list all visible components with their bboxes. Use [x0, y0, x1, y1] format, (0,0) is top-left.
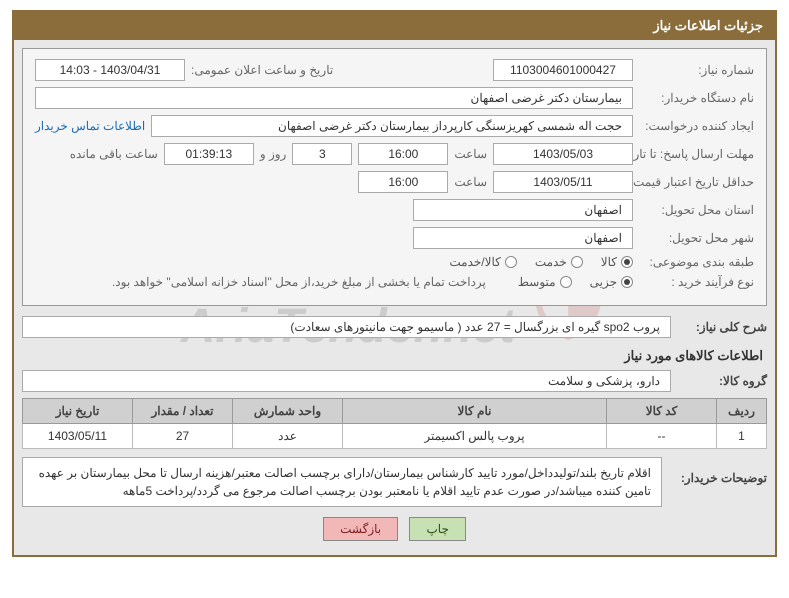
buyer-notes-value: اقلام تاریخ بلند/تولیدداخل/مورد تایید کا…: [22, 457, 662, 507]
remaining-suffix: ساعت باقی مانده: [70, 147, 158, 161]
category-label: طبقه بندی موضوعی:: [639, 255, 754, 269]
deadline-date: 1403/05/03: [493, 143, 633, 165]
radio-partial-label: جزیی: [590, 275, 617, 289]
buyer-notes-label: توضیحات خریدار:: [672, 457, 767, 485]
city-value: اصفهان: [413, 227, 633, 249]
days-value: 3: [292, 143, 352, 165]
cell-name: پروب پالس اکسیمتر: [343, 424, 607, 449]
province-label: استان محل تحویل:: [639, 203, 754, 217]
city-label: شهر محل تحویل:: [639, 231, 754, 245]
cell-qty: 27: [133, 424, 233, 449]
validity-time: 16:00: [358, 171, 448, 193]
summary-value: پروب spo2 گیره ای بزرگسال = 27 عدد ( ماس…: [22, 316, 671, 338]
announce-label: تاریخ و ساعت اعلان عمومی:: [191, 63, 333, 77]
process-label: نوع فرآیند خرید :: [639, 275, 754, 289]
cell-date: 1403/05/11: [23, 424, 133, 449]
action-bar: چاپ بازگشت: [22, 507, 767, 547]
radio-medium[interactable]: [560, 276, 572, 288]
print-button[interactable]: چاپ: [409, 517, 465, 541]
province-value: اصفهان: [413, 199, 633, 221]
time-label-2: ساعت: [454, 175, 487, 189]
group-value: دارو، پزشکی و سلامت: [22, 370, 671, 392]
requester-label: ایجاد کننده درخواست:: [639, 119, 754, 133]
need-number-value: 1103004601000427: [493, 59, 633, 81]
announce-value: 1403/04/31 - 14:03: [35, 59, 185, 81]
need-number-label: شماره نیاز:: [639, 63, 754, 77]
requester-value: حجت اله شمسی کهریزسنگی کارپرداز بیمارستا…: [151, 115, 633, 137]
details-panel: AriaTender.net جزئیات اطلاعات نیاز شماره…: [12, 10, 777, 557]
cell-code: --: [607, 424, 717, 449]
category-radios: کالا خدمت کالا/خدمت: [449, 255, 633, 269]
radio-both-label: کالا/خدمت: [449, 255, 500, 269]
radio-service-label: خدمت: [535, 255, 567, 269]
deadline-time: 16:00: [358, 143, 448, 165]
cell-row: 1: [717, 424, 767, 449]
time-label-1: ساعت: [454, 147, 487, 161]
table-header-row: ردیف کد کالا نام کالا واحد شمارش تعداد /…: [23, 399, 767, 424]
days-suffix: روز و: [260, 147, 287, 161]
col-code: کد کالا: [607, 399, 717, 424]
countdown-value: 01:39:13: [164, 143, 254, 165]
validity-date: 1403/05/11: [493, 171, 633, 193]
table-row: 1 -- پروب پالس اکسیمتر عدد 27 1403/05/11: [23, 424, 767, 449]
col-date: تاریخ نیاز: [23, 399, 133, 424]
group-label: گروه کالا:: [677, 374, 767, 388]
buyer-contact-link[interactable]: اطلاعات تماس خریدار: [35, 119, 145, 133]
items-table: ردیف کد کالا نام کالا واحد شمارش تعداد /…: [22, 398, 767, 449]
buyer-org-label: نام دستگاه خریدار:: [639, 91, 754, 105]
payment-note: پرداخت تمام یا بخشی از مبلغ خرید،از محل …: [112, 275, 486, 289]
col-unit: واحد شمارش: [233, 399, 343, 424]
radio-partial[interactable]: [621, 276, 633, 288]
deadline-label: مهلت ارسال پاسخ: تا تاریخ:: [639, 147, 754, 161]
radio-both[interactable]: [505, 256, 517, 268]
cell-unit: عدد: [233, 424, 343, 449]
col-row: ردیف: [717, 399, 767, 424]
panel-title: جزئیات اطلاعات نیاز: [14, 12, 775, 40]
items-section-title: اطلاعات کالاهای مورد نیاز: [22, 348, 763, 364]
col-qty: تعداد / مقدار: [133, 399, 233, 424]
buyer-org-value: بیمارستان دکتر غرضی اصفهان: [35, 87, 633, 109]
radio-goods[interactable]: [621, 256, 633, 268]
radio-medium-label: متوسط: [518, 275, 556, 289]
col-name: نام کالا: [343, 399, 607, 424]
summary-label: شرح کلی نیاز:: [677, 320, 767, 334]
validity-label: حداقل تاریخ اعتبار قیمت: تا تاریخ:: [639, 175, 754, 189]
main-info-box: شماره نیاز: 1103004601000427 تاریخ و ساع…: [22, 48, 767, 306]
back-button[interactable]: بازگشت: [323, 517, 398, 541]
process-radios: جزیی متوسط: [518, 275, 633, 289]
radio-goods-label: کالا: [601, 255, 617, 269]
radio-service[interactable]: [571, 256, 583, 268]
